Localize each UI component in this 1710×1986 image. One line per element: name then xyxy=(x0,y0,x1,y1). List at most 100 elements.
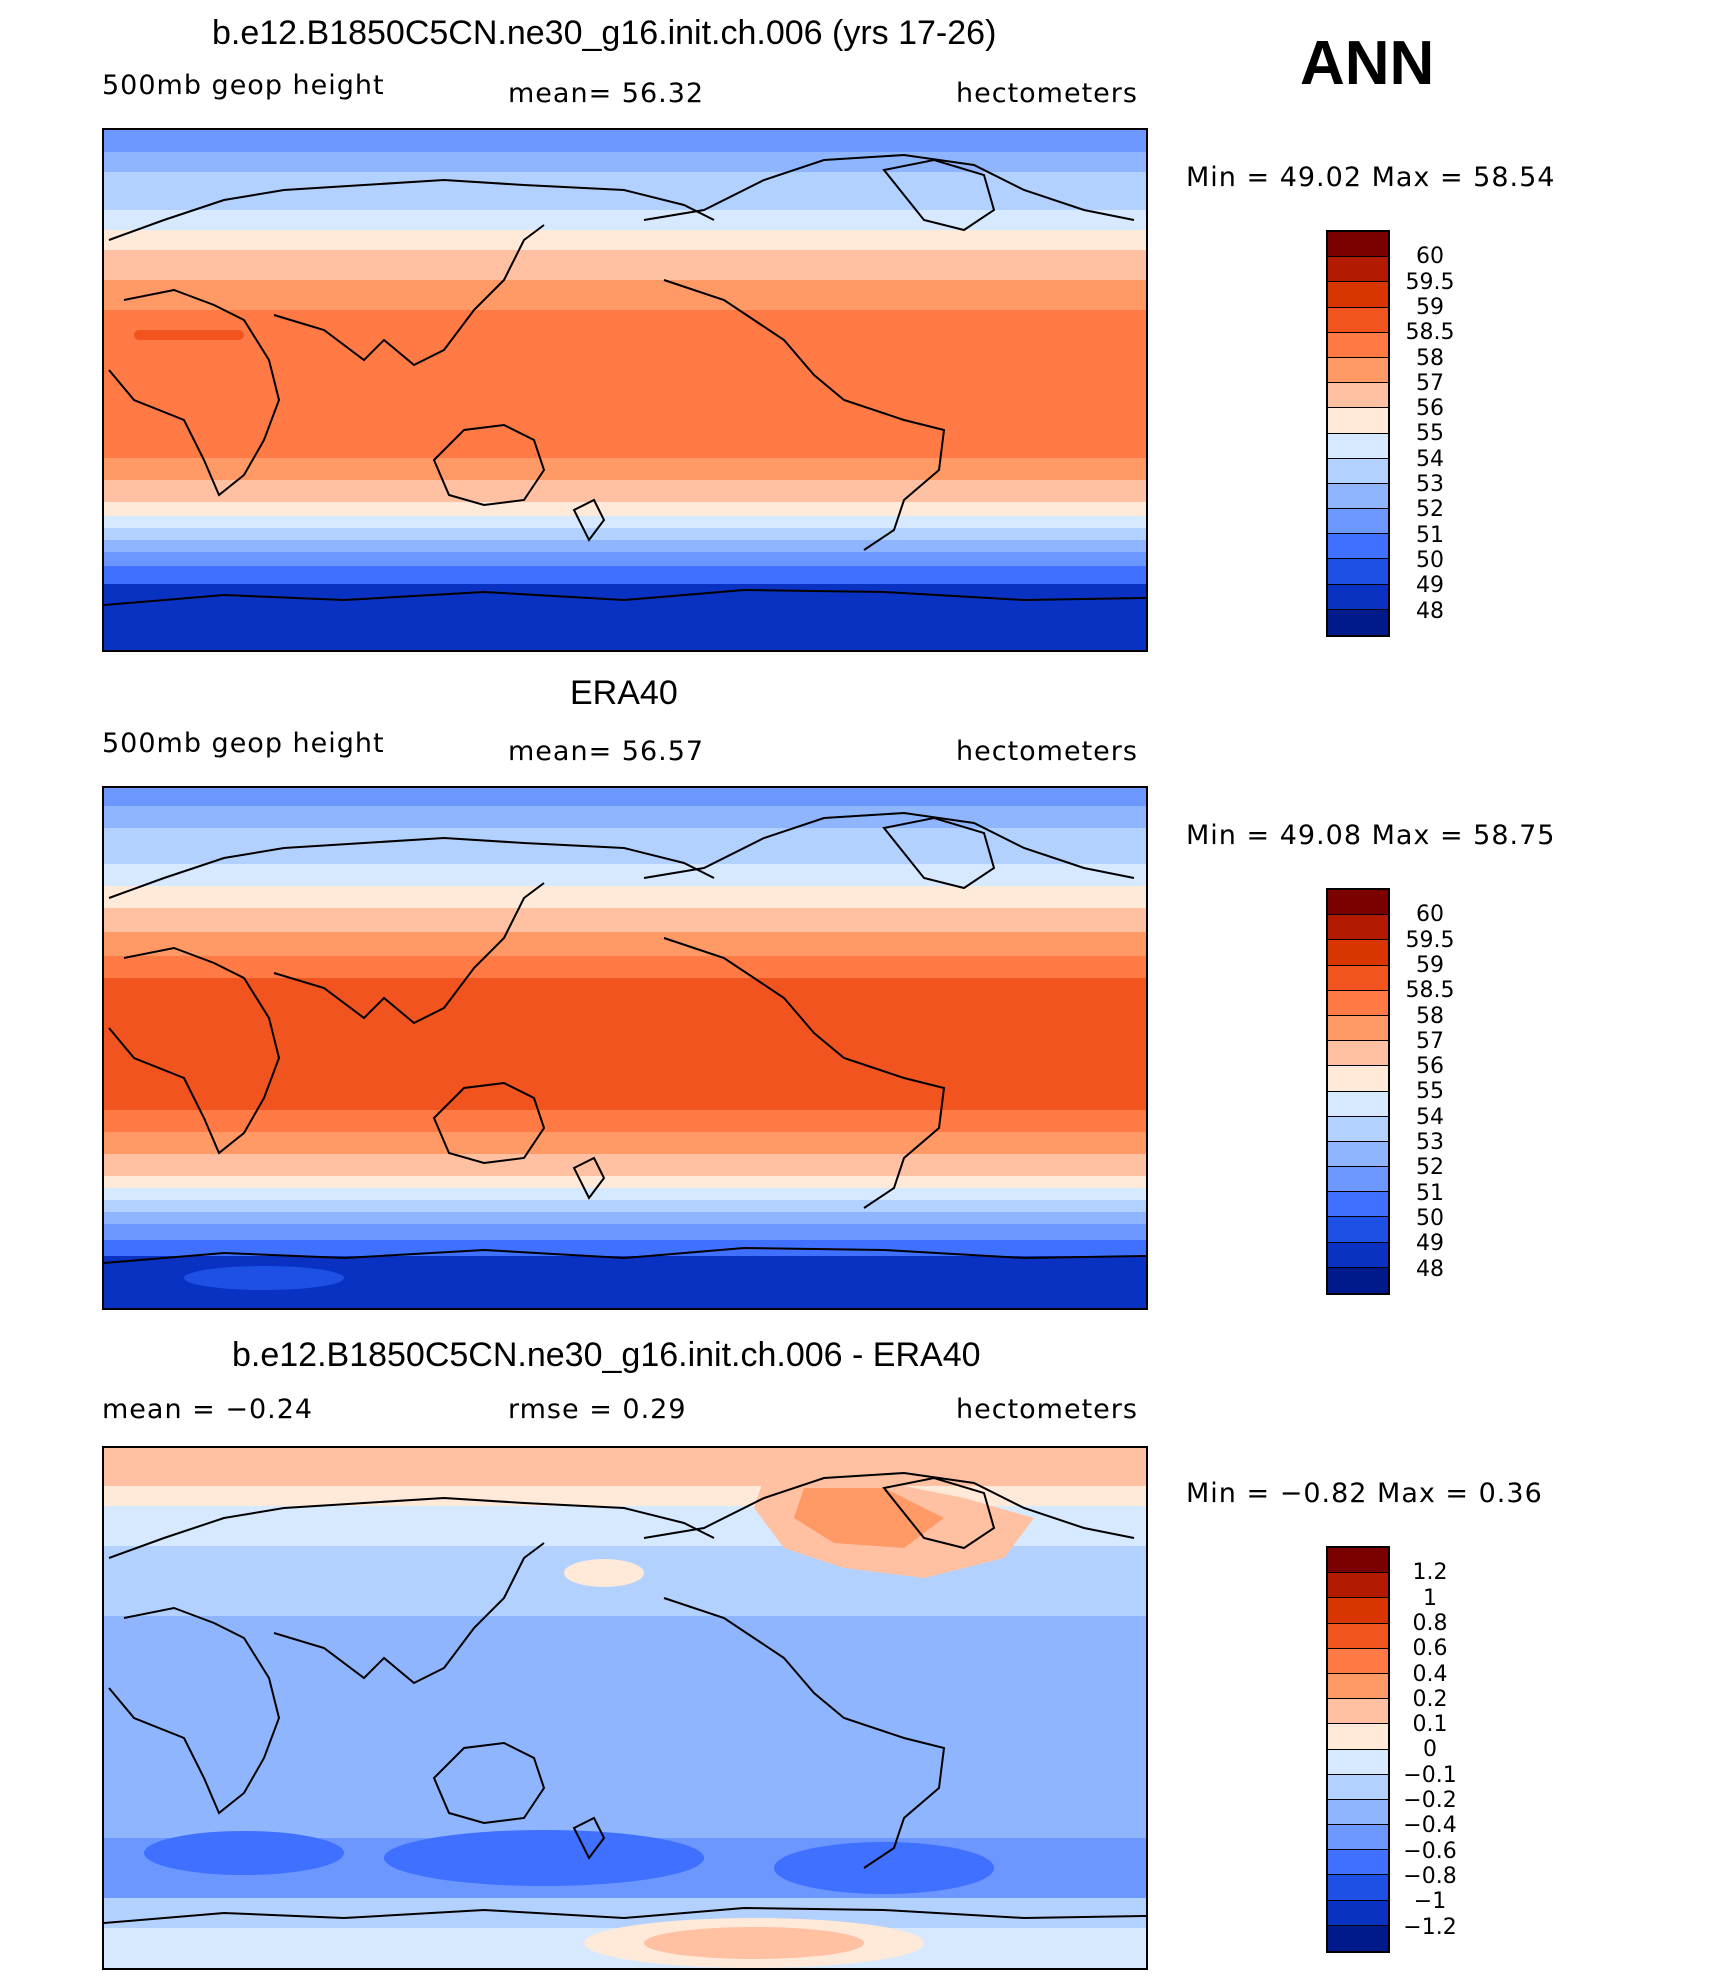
panel1-swatch xyxy=(1328,483,1388,510)
panel3-swatch xyxy=(1328,1623,1388,1649)
panel1-swatch xyxy=(1328,458,1388,484)
panel1-swatch xyxy=(1328,433,1388,459)
panel1-map xyxy=(102,128,1148,652)
panel1-colorbar-label: 59 xyxy=(1416,295,1444,320)
panel3-swatch xyxy=(1328,1548,1388,1574)
panel3-swatch xyxy=(1328,1699,1388,1725)
panel2-swatch xyxy=(1328,1267,1388,1293)
panel1-colorbar-label: 57 xyxy=(1416,371,1444,396)
panel1-swatch xyxy=(1328,232,1388,258)
panel1-colorbar-label: 58 xyxy=(1416,346,1444,371)
panel3-colorbar-label: 0.4 xyxy=(1412,1662,1448,1687)
panel1-title: b.e12.B1850C5CN.ne30_g16.init.ch.006 (yr… xyxy=(212,14,997,52)
panel1-swatch xyxy=(1328,584,1388,610)
panel3-colorbar-label: −0.1 xyxy=(1403,1763,1457,1788)
panel3-coastlines xyxy=(104,1471,1146,1924)
panel2-swatch xyxy=(1328,1217,1388,1243)
panel1-swatch xyxy=(1328,383,1388,409)
panel2-swatch xyxy=(1328,1041,1388,1067)
panel3-colorbar-label: 1.2 xyxy=(1412,1560,1448,1585)
panel2-swatch xyxy=(1328,1192,1388,1218)
panel2-swatch xyxy=(1328,1141,1388,1168)
panel1-swatch xyxy=(1328,307,1388,333)
panel3-swatch xyxy=(1328,1925,1388,1951)
panel3-colorbar-label: −0.6 xyxy=(1403,1839,1457,1864)
panel2-coastlines xyxy=(104,811,1146,1264)
panel2-map xyxy=(102,786,1148,1310)
panel1-colorbar-label: 58.5 xyxy=(1405,320,1455,345)
panel3-swatch xyxy=(1328,1648,1388,1674)
panel1-swatch xyxy=(1328,534,1388,560)
panel1-mean-label: mean= 56.32 xyxy=(508,78,705,109)
panel3-swatch xyxy=(1328,1749,1388,1775)
panel2-colorbar-label: 58.5 xyxy=(1405,978,1455,1003)
panel1-contour-field xyxy=(104,130,1146,650)
panel1-swatch xyxy=(1328,257,1388,283)
panel3-colorbar-label: 0.1 xyxy=(1412,1712,1448,1737)
panel3-colorbar-label: −1.2 xyxy=(1403,1915,1457,1940)
panel3-colorbar-label: 0.8 xyxy=(1412,1611,1448,1636)
panel1-coastlines xyxy=(104,153,1146,606)
panel2-swatch xyxy=(1328,890,1388,916)
panel2-colorbar-label: 55 xyxy=(1416,1079,1444,1104)
panel3-units-label: hectometers xyxy=(956,1394,1138,1425)
panel3-swatch xyxy=(1328,1573,1388,1599)
panel1-swatch xyxy=(1328,357,1388,384)
panel1-colorbar-label: 59.5 xyxy=(1405,270,1455,295)
panel1-colorbar-label: 56 xyxy=(1416,396,1444,421)
panel1-swatch xyxy=(1328,559,1388,585)
panel1-minmax: Min = 49.02 Max = 58.54 xyxy=(1186,162,1556,193)
panel3-colorbar-label: −0.8 xyxy=(1403,1864,1457,1889)
panel3-title: b.e12.B1850C5CN.ne30_g16.init.ch.006 - E… xyxy=(232,1336,981,1374)
panel2-swatch xyxy=(1328,940,1388,966)
panel2-colorbar-label: 57 xyxy=(1416,1029,1444,1054)
panel2-colorbar-label: 59.5 xyxy=(1405,928,1455,953)
panel1-swatch xyxy=(1328,282,1388,308)
panel3-colorbar-label: −0.2 xyxy=(1403,1788,1457,1813)
panel2-swatch xyxy=(1328,965,1388,991)
panel2-swatch xyxy=(1328,915,1388,941)
panel2-colorbar-label: 48 xyxy=(1416,1257,1444,1282)
panel3-swatch xyxy=(1328,1673,1388,1700)
panel1-colorbar-label: 52 xyxy=(1416,497,1444,522)
panel2-swatch xyxy=(1328,990,1388,1016)
panel2-swatch xyxy=(1328,1015,1388,1042)
panel3-rmse-label: rmse = 0.29 xyxy=(508,1394,687,1425)
panel3-colorbar-label: 0 xyxy=(1423,1737,1437,1762)
panel2-colorbar-label: 58 xyxy=(1416,1004,1444,1029)
panel3-swatch xyxy=(1328,1850,1388,1876)
panel1-colorbar-label: 54 xyxy=(1416,447,1444,472)
panel2-swatch xyxy=(1328,1066,1388,1092)
panel1-units-label: hectometers xyxy=(956,78,1138,109)
panel3-map xyxy=(102,1446,1148,1970)
panel3-swatch xyxy=(1328,1825,1388,1851)
season-label: ANN xyxy=(1300,29,1435,98)
panel2-colorbar-label: 59 xyxy=(1416,953,1444,978)
panel2-colorbar-label: 60 xyxy=(1416,902,1444,927)
panel3-swatch xyxy=(1328,1598,1388,1624)
panel1-swatch xyxy=(1328,509,1388,535)
panel1-variable-label: 500mb geop height xyxy=(102,70,385,101)
panel2-colorbar-label: 56 xyxy=(1416,1054,1444,1079)
panel1-swatch xyxy=(1328,332,1388,358)
panel2-swatch xyxy=(1328,1242,1388,1268)
panel3-colorbar-label: 1 xyxy=(1423,1586,1437,1611)
panel3-contour-field xyxy=(104,1448,1146,1968)
panel3-swatch xyxy=(1328,1875,1388,1901)
panel3-swatch xyxy=(1328,1799,1388,1826)
panel1-colorbar-label: 53 xyxy=(1416,472,1444,497)
panel1-colorbar-label: 51 xyxy=(1416,523,1444,548)
panel1-colorbar-label: 50 xyxy=(1416,548,1444,573)
panel1-swatch xyxy=(1328,609,1388,635)
panel2-swatch xyxy=(1328,1167,1388,1193)
panel3-swatch xyxy=(1328,1900,1388,1926)
panel2-swatch xyxy=(1328,1091,1388,1117)
panel2-contour-field xyxy=(104,788,1146,1308)
panel2-variable-label: 500mb geop height xyxy=(102,728,385,759)
panel3-colorbar-label: −0.4 xyxy=(1403,1813,1457,1838)
panel1-colorbar-label: 49 xyxy=(1416,573,1444,598)
panel2-colorbar-label: 54 xyxy=(1416,1105,1444,1130)
panel2-units-label: hectometers xyxy=(956,736,1138,767)
panel3-colorbar xyxy=(1326,1546,1390,1953)
panel2-minmax: Min = 49.08 Max = 58.75 xyxy=(1186,820,1556,851)
